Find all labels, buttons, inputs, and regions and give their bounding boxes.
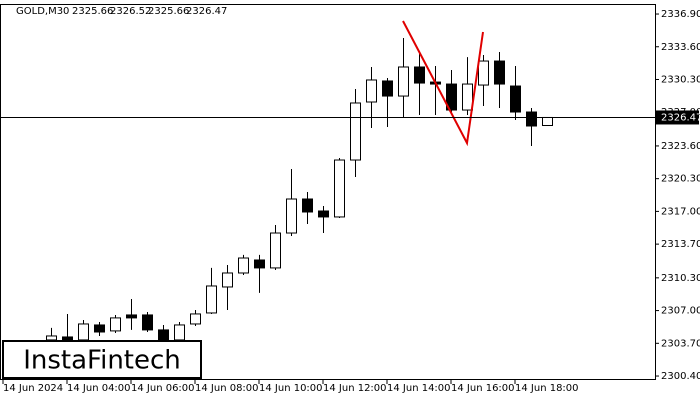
candle-body [542,116,553,127]
y-tick-label: 2323.60 [661,141,700,152]
candle-body [494,60,505,85]
candle-body [446,83,457,111]
current-price-box [656,110,699,125]
x-tick-label: 14 Jun 10:00 [259,383,323,394]
y-tick-label: 2303.70 [661,338,700,349]
candle-body [158,329,169,341]
candle-body [318,210,329,218]
ohlc-high: 2326.52 [110,6,151,17]
candle-body [350,102,361,161]
pattern-line [402,20,484,147]
candle-body [190,313,201,325]
x-tick-label: 14 Jun 2024 [3,383,63,394]
ohlc-open: 2325.66 [72,6,113,17]
candle-body [126,314,137,319]
candle-body [110,317,121,332]
y-tick-label: 2307.00 [661,306,700,317]
candle-body [254,259,265,269]
logo-box [2,340,202,379]
candle-body [222,272,233,288]
candle-body [286,198,297,234]
candle-body [366,79,377,103]
x-tick-label: 14 Jun 12:00 [323,383,387,394]
x-tick-label: 14 Jun 14:00 [387,383,451,394]
current-price-label: 2326.47 [661,112,700,123]
candle-body [174,324,185,341]
x-tick-label: 14 Jun 16:00 [451,383,515,394]
y-tick-label: 2336.90 [661,9,700,20]
candle-body [398,66,409,97]
candle-body [478,60,489,86]
y-tick-label: 2317.00 [661,206,700,217]
candle-body [270,232,281,269]
candles [46,38,553,345]
candle-body [46,335,57,341]
candle-body [302,198,313,213]
candle-body [382,80,393,97]
candle-body [62,336,73,341]
candle-body [334,159,345,218]
candle-body [510,85,521,113]
candle-body [78,323,89,341]
chart-title: GOLD,M30 [16,6,69,17]
y-tick-label: 2300.40 [661,371,700,382]
plot-frame [0,4,656,380]
candle-body [238,257,249,274]
y-tick-label: 2320.30 [661,174,700,185]
logo-text: InstaFintech [23,346,181,376]
candle-body [94,324,105,333]
candle-body [462,83,473,111]
candle-body [142,314,153,331]
candle-body [414,66,425,84]
ohlc-close: 2326.47 [186,6,227,17]
x-tick-label: 14 Jun 04:00 [67,383,131,394]
x-tick-label: 14 Jun 06:00 [131,383,195,394]
y-tick-label: 2313.70 [661,239,700,250]
candle-body [206,285,217,314]
y-tick-label: 2310.30 [661,273,700,284]
ohlc-low: 2325.66 [148,6,189,17]
x-tick-label: 14 Jun 18:00 [515,383,579,394]
x-tick-label: 14 Jun 08:00 [195,383,259,394]
y-tick-label: 2333.60 [661,42,700,53]
logo: InstaFintech [2,340,202,379]
y-tick-label: 2330.30 [661,74,700,85]
candle-body [526,111,537,127]
